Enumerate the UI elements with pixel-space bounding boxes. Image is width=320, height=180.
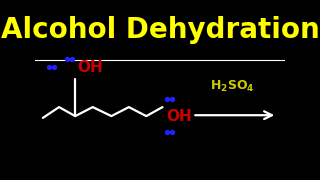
Text: Alcohol Dehydration: Alcohol Dehydration bbox=[1, 16, 319, 44]
Text: OH: OH bbox=[166, 109, 192, 124]
Text: OH: OH bbox=[77, 60, 103, 75]
Text: $\mathregular{H_2SO_4}$: $\mathregular{H_2SO_4}$ bbox=[210, 79, 254, 94]
